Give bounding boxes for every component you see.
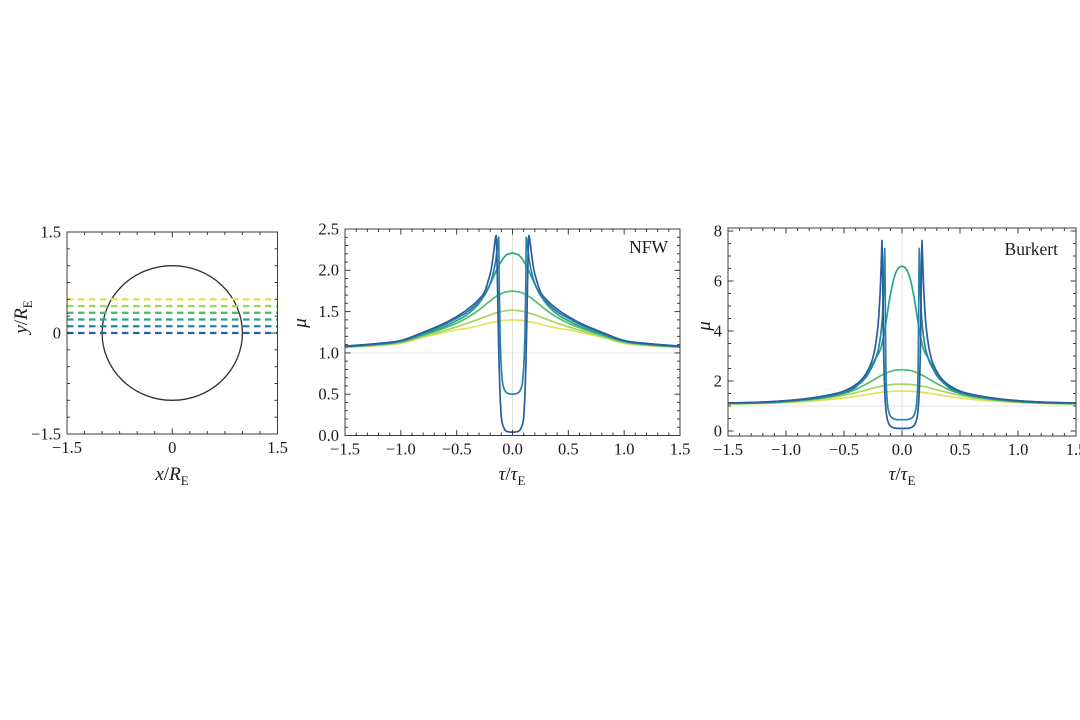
y-tick-label: 0 [53, 323, 61, 342]
x-axis-label-separator: / [505, 464, 511, 485]
x-axis-label-separator: / [895, 464, 901, 485]
x-tick-label: −0.5 [442, 440, 472, 459]
x-tick-label: 1.0 [1008, 440, 1029, 459]
x-tick-label: 0.5 [558, 440, 579, 459]
x-axis-label-numerator: x [155, 464, 164, 485]
y-tick-label: 1.0 [318, 343, 339, 362]
x-axis-label-numerator: τ [498, 464, 506, 485]
panel-title-nfw: NFW [629, 237, 668, 257]
y-tick-label: 2 [714, 371, 722, 390]
x-tick-label: 1.5 [670, 440, 691, 459]
mu-symbol: μ [290, 318, 311, 328]
axis-ticks: −1.5 0 1.5 −1.5 0 1.5 [31, 222, 288, 457]
y-axis-label-denominator: R [11, 308, 32, 320]
y-tick-label: 0.5 [318, 385, 339, 404]
y-tick-label: 2.0 [318, 261, 339, 280]
x-tick-label: 1.5 [267, 438, 288, 457]
x-axis-label-burkert: τ/τE [832, 462, 972, 488]
y-axis-label-numerator: y [11, 325, 32, 334]
y-tick-label: 0 [714, 421, 722, 440]
y-tick-label: 0.0 [318, 426, 339, 445]
panel-burkert: −1.5 −1.0 −0.5 0.0 0.5 1.0 1.5 0 2 4 6 8 [713, 221, 1080, 459]
y-tick-label: −1.5 [31, 424, 61, 443]
axis-ticks: −1.5 −1.0 −0.5 0.0 0.5 1.0 1.5 0.0 0.5 1.0 1.5 2.0 2… [318, 219, 690, 458]
x-tick-label: 1.0 [614, 440, 635, 459]
x-axis-label-denominator: R [169, 464, 181, 485]
x-tick-label: −1.5 [713, 440, 743, 459]
x-axis-label-nfw: τ/τE [442, 462, 582, 488]
panel-nfw: −1.5 −1.0 −0.5 0.0 0.5 1.0 1.5 0.0 0.5 1.0 1.5 2.0 2… [318, 219, 690, 458]
y-axis-label-burkert: μ [692, 296, 718, 356]
y-tick-label: 8 [714, 221, 722, 240]
y-tick-label: 4 [714, 321, 722, 340]
y-tick-label: 1.5 [40, 222, 61, 241]
x-tick-label: 0.0 [892, 440, 913, 459]
x-tick-label: 0 [168, 438, 176, 457]
x-tick-label: 1.5 [1066, 440, 1080, 459]
x-tick-label: −1.0 [386, 440, 416, 459]
x-tick-label: −1.5 [330, 440, 360, 459]
x-tick-label: −0.5 [829, 440, 859, 459]
x-tick-label: 0.0 [502, 440, 523, 459]
panel-source-trajectories: −1.5 0 1.5 −1.5 0 1.5 [31, 222, 288, 457]
x-axis-label-denominator: τ [900, 464, 908, 485]
axis-ticks: −1.5 −1.0 −0.5 0.0 0.5 1.0 1.5 0 2 4 6 8 [713, 221, 1080, 459]
x-axis-label-separator: / [163, 464, 170, 485]
x-axis-label-denominator: τ [510, 464, 518, 485]
y-axis-label-nfw: μ [288, 293, 314, 353]
y-tick-label: 2.5 [318, 219, 339, 238]
x-axis-label-trajectories: x/RE [102, 462, 242, 488]
x-axis-label-numerator: τ [888, 464, 896, 485]
y-axis-label-trajectories: y/RE [9, 257, 35, 377]
y-tick-label: 6 [714, 271, 722, 290]
mu-symbol: μ [694, 321, 715, 331]
x-tick-label: 0.5 [950, 440, 971, 459]
y-tick-label: 1.5 [318, 302, 339, 321]
y-axis-label-subscript: E [19, 300, 35, 309]
x-axis-label-subscript: E [907, 472, 916, 488]
x-axis-label-subscript: E [180, 472, 189, 488]
x-axis-label-subscript: E [517, 472, 526, 488]
y-axis-label-separator: / [11, 319, 32, 326]
x-tick-label: −1.5 [52, 438, 82, 457]
x-tick-label: −1.0 [771, 440, 801, 459]
lightcurve-burkert-y0-0.0 [728, 239, 1076, 430]
panel-title-burkert: Burkert [1004, 239, 1058, 259]
